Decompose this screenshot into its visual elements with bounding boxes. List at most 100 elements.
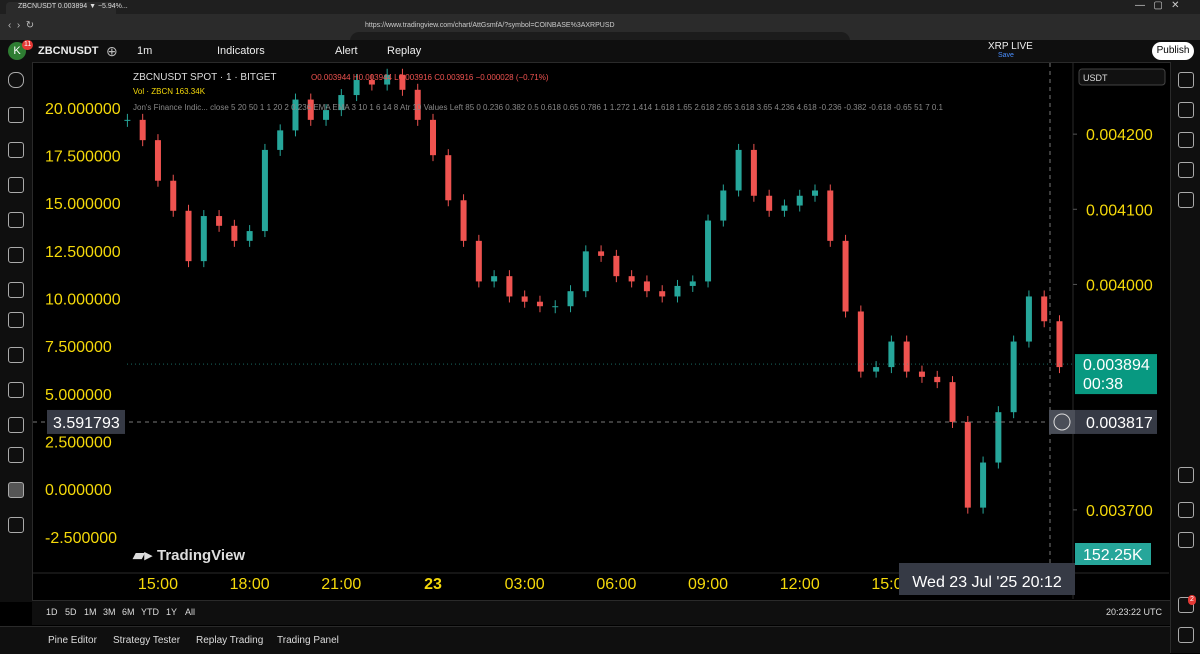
x-tick-label: 03:00: [505, 576, 545, 593]
candle: [292, 99, 299, 131]
candle: [307, 99, 314, 120]
candle: [353, 80, 360, 96]
right-toolbar: 2: [1170, 62, 1200, 653]
drawing-toolbar: [0, 62, 33, 602]
side-icon[interactable]: [1178, 502, 1194, 518]
replay[interactable]: Replay: [387, 45, 422, 57]
candle: [918, 371, 925, 377]
side-icon[interactable]: [1178, 72, 1194, 88]
address-bar: ‹ › ↻ https://www.tradingview.com/chart/…: [0, 14, 1200, 50]
range-button[interactable]: All: [185, 607, 196, 617]
add-symbol[interactable]: ⊕: [106, 43, 118, 59]
candle: [720, 190, 727, 221]
candle: [124, 119, 131, 121]
candle: [246, 231, 253, 241]
candle: [643, 281, 650, 292]
side-icon[interactable]: [1178, 102, 1194, 118]
crosshair-time-box: [899, 563, 1075, 595]
tab[interactable]: [6, 2, 116, 14]
tool-icon[interactable]: [8, 447, 24, 463]
avatar[interactable]: K: [8, 42, 26, 60]
top-toolbar: K 11 ZBCNUSDT ⊕ 1m Indicators Alert Repl…: [0, 40, 1200, 63]
candle: [812, 190, 818, 196]
side-icon[interactable]: [1178, 627, 1194, 643]
clock: 20:23:22 UTC: [1106, 607, 1163, 617]
left-tick-label: 15.000000: [45, 196, 121, 213]
range-button[interactable]: 3M: [103, 607, 116, 617]
candle: [842, 240, 849, 312]
candle: [873, 367, 880, 372]
side-icon[interactable]: [1178, 162, 1194, 178]
candle: [445, 155, 452, 201]
url[interactable]: https://www.tradingview.com/chart/AttGsm…: [365, 22, 615, 29]
candle: [980, 462, 987, 508]
nav-buttons[interactable]: ‹ › ↻: [8, 20, 35, 31]
tool-icon[interactable]: [8, 247, 24, 263]
candle: [766, 195, 773, 211]
candle: [1025, 296, 1032, 342]
crosshair-price-box: [1075, 409, 1157, 434]
side-icon[interactable]: [1178, 532, 1194, 548]
range-button[interactable]: 5D: [65, 607, 77, 617]
candle: [857, 311, 864, 372]
footer-tab[interactable]: Trading Panel: [277, 635, 339, 646]
y-tick-label: 0.004100: [1086, 202, 1153, 219]
bottom-bar: 1D 5D 1M 3M 6M YTD 1Y All 20:23:22 UTC: [32, 600, 1170, 625]
side-icon[interactable]: [1178, 192, 1194, 208]
tool-icon[interactable]: [8, 72, 24, 88]
candle: [277, 130, 284, 150]
window-controls[interactable]: — ▢ ✕: [1135, 0, 1180, 11]
left-tick-label: 7.500000: [45, 339, 112, 356]
save[interactable]: Save: [998, 52, 1014, 59]
tool-icon[interactable]: [8, 212, 24, 228]
range-button[interactable]: 1M: [84, 607, 97, 617]
candle: [323, 110, 330, 120]
alert[interactable]: Alert: [335, 45, 358, 57]
x-tick-label: 06:00: [596, 576, 636, 593]
candle: [552, 306, 559, 308]
layout-name[interactable]: XRP LIVE: [988, 41, 1033, 52]
watermark-logo: ▰▸: [132, 547, 154, 564]
badge: 11: [22, 40, 34, 50]
y-tick-label: 0.003700: [1086, 503, 1153, 520]
watermark: TradingView: [157, 547, 245, 564]
tab-title[interactable]: ZBCNUSDT 0.003894 ▼ −5.94%...: [18, 3, 128, 10]
candle: [536, 301, 543, 307]
left-tick-label: 0.000000: [45, 482, 112, 499]
symbol[interactable]: ZBCNUSDT: [38, 45, 99, 57]
publish-button[interactable]: Publish: [1152, 42, 1194, 60]
footer-tab[interactable]: Strategy Tester: [113, 635, 181, 646]
range-button[interactable]: 1D: [46, 607, 58, 617]
tool-icon[interactable]: [8, 312, 24, 328]
tool-icon[interactable]: [8, 417, 24, 433]
range-button[interactable]: 6M: [122, 607, 135, 617]
left-tick-label: 5.000000: [45, 387, 112, 404]
tool-icon[interactable]: [8, 282, 24, 298]
interval[interactable]: 1m: [137, 45, 153, 57]
tool-icon[interactable]: [8, 107, 24, 123]
tool-icon[interactable]: [8, 142, 24, 158]
footer-tab[interactable]: Pine Editor: [48, 635, 97, 646]
tool-icon[interactable]: [8, 517, 24, 533]
footer-tab[interactable]: Replay Trading: [196, 635, 264, 646]
tool-icon[interactable]: [8, 347, 24, 363]
left-tick-label: 17.500000: [45, 148, 121, 165]
tool-icon[interactable]: [8, 177, 24, 193]
side-icon[interactable]: [1178, 467, 1194, 483]
candle: [231, 225, 238, 241]
volume-box: [1075, 543, 1151, 565]
tool-icon[interactable]: [8, 382, 24, 398]
crosshair-left-box: [47, 409, 125, 434]
range-button[interactable]: YTD: [141, 607, 159, 617]
left-tick-label: -2.500000: [45, 530, 117, 547]
candle: [567, 291, 574, 307]
tool-icon[interactable]: [8, 482, 24, 498]
indicators[interactable]: Indicators: [217, 45, 265, 57]
candle: [582, 251, 589, 292]
range-button[interactable]: 1Y: [166, 607, 178, 617]
side-icon[interactable]: [1178, 132, 1194, 148]
countdown: 00:38: [1083, 376, 1123, 393]
legend-indicator: Jon's Finance Indic... close 5 20 50 1 1…: [133, 103, 944, 112]
candle: [261, 149, 268, 232]
side-icon[interactable]: [1178, 597, 1194, 613]
